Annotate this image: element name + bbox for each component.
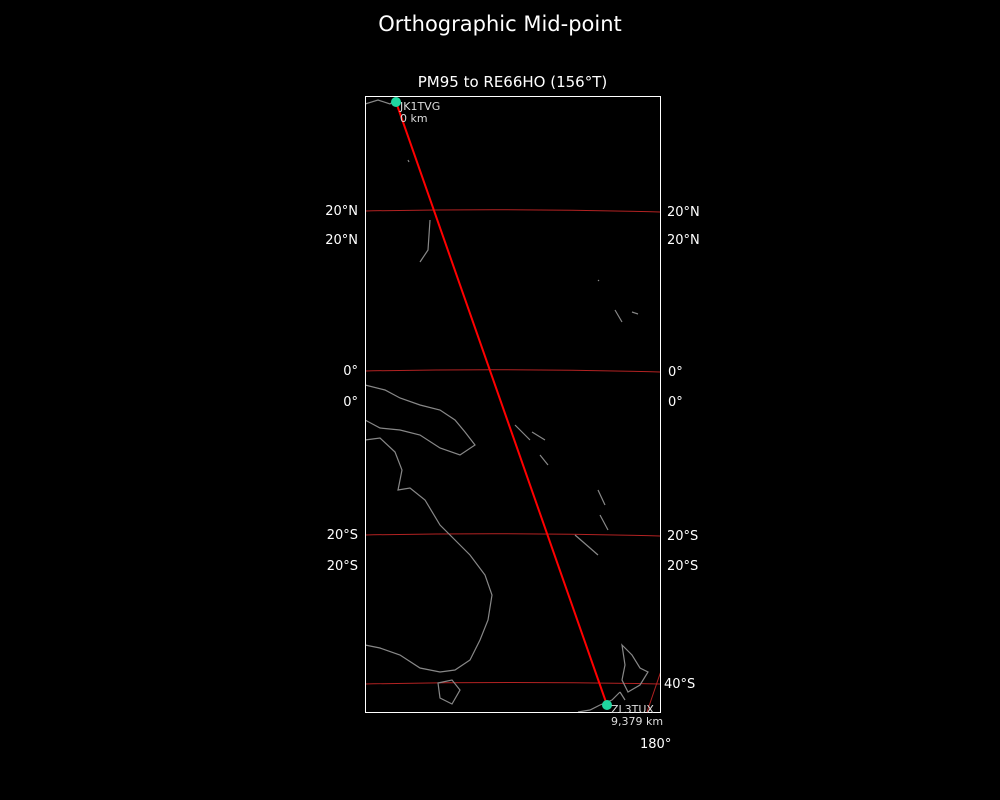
coast-tasmania	[437, 679, 461, 705]
coastlines	[365, 97, 649, 712]
lat-label: 20°S	[327, 559, 358, 574]
station-call-end: ZL3TUX	[611, 703, 654, 716]
station-marker-start[interactable]	[391, 97, 401, 107]
lat-label: 0°	[668, 395, 683, 410]
graticule-0	[365, 369, 660, 373]
station-distance-end: 9,379 km	[611, 715, 663, 728]
lat-label: 20°S	[667, 529, 698, 544]
coast-nz-north	[621, 643, 649, 693]
graticule-20n	[365, 209, 660, 213]
graticule-20s	[365, 533, 660, 537]
lat-label: 0°	[343, 364, 358, 379]
lat-label: 40°S	[664, 677, 695, 692]
station-marker-end[interactable]	[602, 700, 612, 710]
lon-label: 180°	[640, 737, 671, 752]
coast-australia	[365, 437, 493, 673]
graticule-180	[646, 672, 660, 712]
graticule	[365, 209, 660, 712]
lat-label: 0°	[343, 395, 358, 410]
right-labels: 20°N 20°N 0° 0° 20°S 20°S 40°S	[664, 205, 700, 692]
left-labels: 20°N 20°N 0° 0° 20°S 20°S	[325, 204, 358, 574]
coast-png	[365, 384, 476, 456]
coast-solomons	[514, 424, 549, 466]
lat-label: 20°S	[327, 528, 358, 543]
lat-label: 20°N	[325, 204, 358, 219]
lat-label: 0°	[668, 365, 683, 380]
station-distance-start: 0 km	[400, 112, 428, 125]
station-call-start: JK1TVG	[399, 100, 440, 113]
coast-nz-south	[577, 691, 626, 712]
lat-label: 20°N	[667, 233, 700, 248]
map-frame	[365, 96, 661, 713]
coast-micronesia	[407, 159, 639, 323]
map-title: PM95 to RE66HO (156°T)	[417, 73, 608, 91]
lat-label: 20°N	[325, 233, 358, 248]
lat-label: 20°N	[667, 205, 700, 220]
figure-title: Orthographic Mid-point	[378, 12, 622, 36]
graticule-40s	[365, 682, 660, 685]
map-content	[365, 97, 660, 712]
coast-vanuatu-newcaledonia	[574, 489, 609, 556]
lat-label: 20°S	[667, 559, 698, 574]
great-circle-path	[395, 101, 608, 706]
